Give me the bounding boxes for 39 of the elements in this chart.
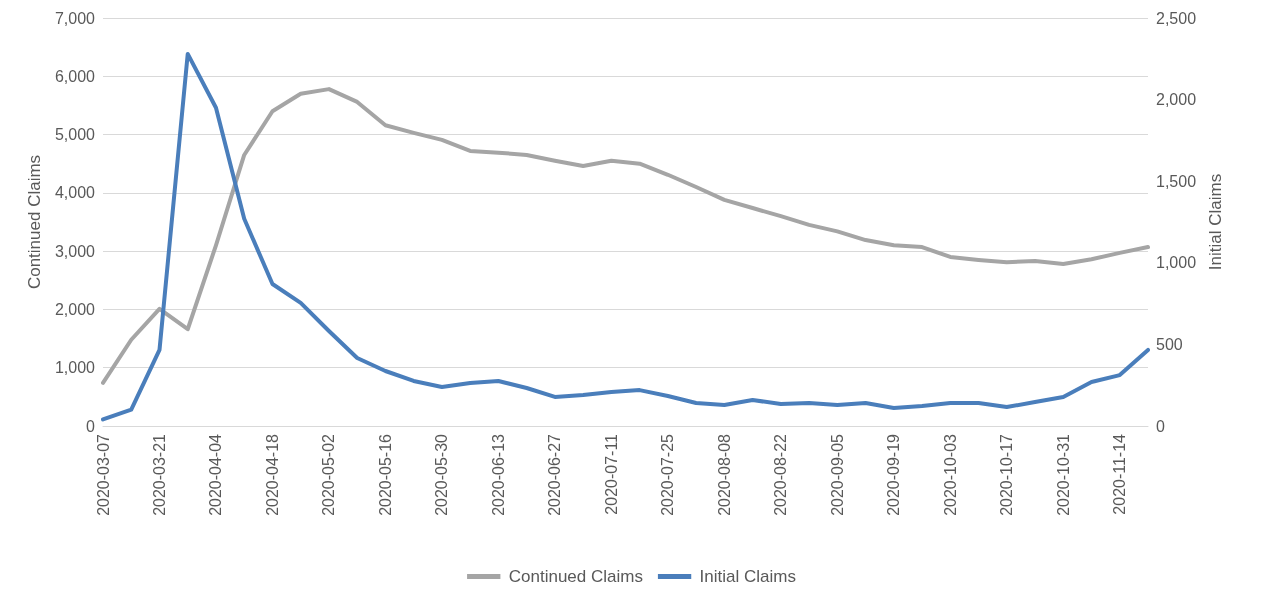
y-tick-label: 0 — [86, 417, 96, 435]
x-tick-label: 2020-06-13 — [489, 433, 507, 516]
x-tick-label: 2020-08-22 — [772, 433, 790, 516]
x-tick-label: 2020-04-04 — [207, 433, 225, 516]
x-tick-label: 2020-09-05 — [828, 433, 846, 516]
y-tick-label: 5,000 — [54, 126, 96, 144]
line-series — [101, 51, 1150, 422]
x-tick-label: 2020-06-27 — [546, 433, 564, 516]
x-tick-label: 2020-10-17 — [998, 433, 1016, 516]
x-tick-label: 2020-09-19 — [885, 433, 903, 516]
y-tick-label: 1,000 — [54, 359, 96, 377]
y2-tick-label: 1,500 — [1156, 172, 1197, 190]
x-tick-label: 2020-07-11 — [602, 433, 620, 515]
y2-tick-label: 0 — [1156, 417, 1165, 435]
legend-label: Initial Claims — [699, 567, 796, 586]
y2-tick-label: 2,000 — [1156, 91, 1197, 109]
x-tick-label: 2020-11-14 — [1111, 433, 1129, 515]
legend-label: Continued Claims — [508, 567, 643, 586]
y2-tick-label: 2,500 — [1156, 9, 1197, 27]
x-tick-label: 2020-05-16 — [376, 433, 394, 516]
x-tick-label: 2020-07-25 — [659, 433, 677, 516]
y2-axis-title: Initial Claims — [1205, 173, 1225, 271]
y-axis-title: Continued Claims — [25, 154, 44, 290]
x-tick-label: 2020-10-03 — [941, 433, 959, 516]
y2-tick-label: 500 — [1156, 335, 1183, 353]
x-tick-label: 2020-05-02 — [320, 433, 338, 516]
x-tick-label: 2020-03-21 — [150, 433, 168, 516]
x-tick-label: 2020-10-31 — [1054, 433, 1072, 516]
y2-tick-label: 1,000 — [1156, 254, 1197, 272]
x-tick-label: 2020-04-18 — [263, 433, 281, 516]
y-tick-label: 4,000 — [54, 184, 96, 202]
y-tick-label: 6,000 — [54, 67, 96, 85]
x-tick-label: 2020-03-07 — [94, 433, 112, 516]
y-tick-label: 3,000 — [54, 242, 96, 260]
y-tick-label: 7,000 — [54, 9, 96, 27]
x-tick-label: 2020-08-08 — [715, 433, 733, 516]
y-tick-label: 2,000 — [54, 300, 96, 318]
x-tick-label: 2020-05-30 — [433, 433, 451, 516]
line-series — [101, 87, 1150, 385]
